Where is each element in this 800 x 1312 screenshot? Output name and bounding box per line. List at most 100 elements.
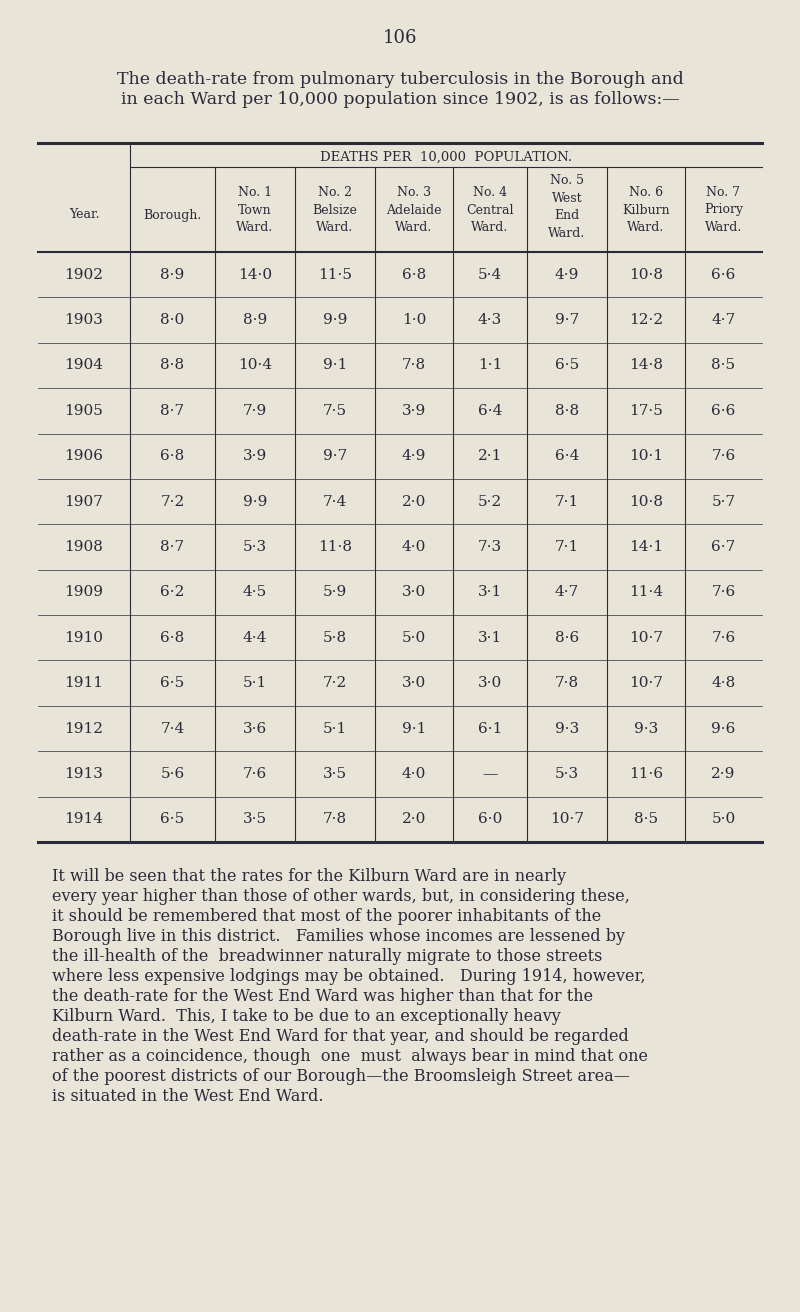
Text: 4·0: 4·0 (402, 768, 426, 781)
Text: 10·7: 10·7 (629, 631, 663, 644)
Text: 3·1: 3·1 (478, 631, 502, 644)
Text: 6·1: 6·1 (478, 722, 502, 736)
Text: 10·4: 10·4 (238, 358, 272, 373)
Text: 9·6: 9·6 (711, 722, 736, 736)
Text: Year.: Year. (69, 209, 99, 222)
Text: 14·1: 14·1 (629, 541, 663, 554)
Text: 9·3: 9·3 (555, 722, 579, 736)
Text: 8·9: 8·9 (160, 268, 185, 282)
Text: 11·5: 11·5 (318, 268, 352, 282)
Text: 1·0: 1·0 (402, 314, 426, 327)
Text: 11·6: 11·6 (629, 768, 663, 781)
Text: 7·4: 7·4 (160, 722, 185, 736)
Text: 6·0: 6·0 (478, 812, 502, 827)
Text: 11·4: 11·4 (629, 585, 663, 600)
Text: 7·1: 7·1 (555, 495, 579, 509)
Text: 7·8: 7·8 (323, 812, 347, 827)
Text: 4·8: 4·8 (711, 676, 736, 690)
Text: 4·7: 4·7 (555, 585, 579, 600)
Text: 1909: 1909 (65, 585, 103, 600)
Text: 3·5: 3·5 (243, 812, 267, 827)
Text: 1903: 1903 (65, 314, 103, 327)
Text: 9·3: 9·3 (634, 722, 658, 736)
Text: 3·9: 3·9 (402, 404, 426, 417)
Text: 5·1: 5·1 (243, 676, 267, 690)
Text: 8·5: 8·5 (634, 812, 658, 827)
Text: 1911: 1911 (65, 676, 103, 690)
Text: 7·3: 7·3 (478, 541, 502, 554)
Text: 4·7: 4·7 (711, 314, 736, 327)
Text: the ill-health of the  breadwinner naturally migrate to those streets: the ill-health of the breadwinner natura… (52, 949, 602, 966)
Text: 11·8: 11·8 (318, 541, 352, 554)
Text: 1904: 1904 (65, 358, 103, 373)
Text: 7·8: 7·8 (555, 676, 579, 690)
Text: No. 5
West
End
Ward.: No. 5 West End Ward. (548, 174, 586, 240)
Text: 6·6: 6·6 (711, 268, 736, 282)
Text: 5·2: 5·2 (478, 495, 502, 509)
Text: 6·5: 6·5 (160, 676, 185, 690)
Text: 8·6: 8·6 (555, 631, 579, 644)
Text: No. 3
Adelaide
Ward.: No. 3 Adelaide Ward. (386, 186, 442, 234)
Text: 9·1: 9·1 (323, 358, 347, 373)
Text: 1·1: 1·1 (478, 358, 502, 373)
Text: Borough live in this district.   Families whose incomes are lessened by: Borough live in this district. Families … (52, 928, 625, 945)
Text: 10·8: 10·8 (629, 495, 663, 509)
Text: 9·9: 9·9 (323, 314, 347, 327)
Text: 6·2: 6·2 (160, 585, 185, 600)
Text: 2·1: 2·1 (478, 449, 502, 463)
Text: 10·7: 10·7 (550, 812, 584, 827)
Text: 3·0: 3·0 (402, 676, 426, 690)
Text: 7·1: 7·1 (555, 541, 579, 554)
Text: 5·7: 5·7 (711, 495, 735, 509)
Text: 3·0: 3·0 (478, 676, 502, 690)
Text: 10·8: 10·8 (629, 268, 663, 282)
Text: 3·9: 3·9 (243, 449, 267, 463)
Text: 7·6: 7·6 (711, 631, 736, 644)
Text: 106: 106 (382, 29, 418, 47)
Text: 4·4: 4·4 (243, 631, 267, 644)
Text: 7·6: 7·6 (243, 768, 267, 781)
Text: 1914: 1914 (65, 812, 103, 827)
Text: 2·0: 2·0 (402, 812, 426, 827)
Text: 8·0: 8·0 (160, 314, 185, 327)
Text: 7·4: 7·4 (323, 495, 347, 509)
Text: the death-rate for the West End Ward was higher than that for the: the death-rate for the West End Ward was… (52, 988, 593, 1005)
Text: 4·5: 4·5 (243, 585, 267, 600)
Text: 5·3: 5·3 (555, 768, 579, 781)
Text: it should be remembered that most of the poorer inhabitants of the: it should be remembered that most of the… (52, 908, 602, 925)
Text: 4·9: 4·9 (555, 268, 579, 282)
Text: —: — (482, 768, 498, 781)
Text: 14·8: 14·8 (629, 358, 663, 373)
Text: Borough.: Borough. (143, 209, 202, 222)
Text: 5·4: 5·4 (478, 268, 502, 282)
Text: 8·7: 8·7 (161, 404, 185, 417)
Text: 1905: 1905 (65, 404, 103, 417)
Text: 6·8: 6·8 (160, 449, 185, 463)
Text: 4·9: 4·9 (402, 449, 426, 463)
Text: Kilburn Ward.  This, I take to be due to an exceptionally heavy: Kilburn Ward. This, I take to be due to … (52, 1008, 561, 1025)
Text: 5·8: 5·8 (323, 631, 347, 644)
Text: 17·5: 17·5 (629, 404, 663, 417)
Text: 5·0: 5·0 (711, 812, 736, 827)
Text: 7·2: 7·2 (323, 676, 347, 690)
Text: 1912: 1912 (65, 722, 103, 736)
Text: 1913: 1913 (65, 768, 103, 781)
Text: 10·7: 10·7 (629, 676, 663, 690)
Text: 7·9: 7·9 (243, 404, 267, 417)
Text: No. 4
Central
Ward.: No. 4 Central Ward. (466, 186, 514, 234)
Text: 6·5: 6·5 (555, 358, 579, 373)
Text: 12·2: 12·2 (629, 314, 663, 327)
Text: 4·3: 4·3 (478, 314, 502, 327)
Text: No. 7
Priory
Ward.: No. 7 Priory Ward. (704, 186, 743, 234)
Text: 10·1: 10·1 (629, 449, 663, 463)
Text: of the poorest districts of our Borough—the Broomsleigh Street area—: of the poorest districts of our Borough—… (52, 1068, 630, 1085)
Text: 6·5: 6·5 (160, 812, 185, 827)
Text: 1910: 1910 (65, 631, 103, 644)
Text: 3·5: 3·5 (323, 768, 347, 781)
Text: DEATHS PER  10,000  POPULATION.: DEATHS PER 10,000 POPULATION. (320, 151, 572, 164)
Text: No. 2
Belsize
Ward.: No. 2 Belsize Ward. (313, 186, 358, 234)
Text: 2·0: 2·0 (402, 495, 426, 509)
Text: 8·9: 8·9 (243, 314, 267, 327)
Text: 3·6: 3·6 (243, 722, 267, 736)
Text: 14·0: 14·0 (238, 268, 272, 282)
